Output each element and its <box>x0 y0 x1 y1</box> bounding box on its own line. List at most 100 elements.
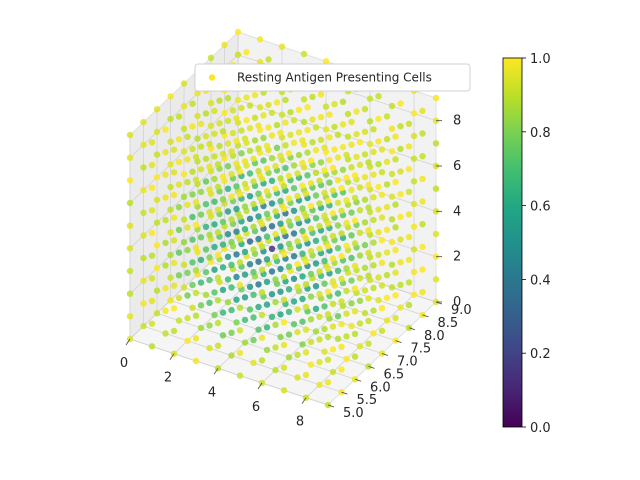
data-point <box>277 288 284 295</box>
data-point <box>317 113 325 121</box>
data-point <box>351 285 359 292</box>
data-point <box>321 325 328 333</box>
data-point <box>180 193 188 200</box>
data-point <box>148 275 156 282</box>
data-point <box>153 219 161 226</box>
data-point <box>432 230 440 238</box>
data-point <box>148 161 156 169</box>
data-point <box>214 183 222 191</box>
data-point <box>361 287 369 294</box>
x-tick-label: 8 <box>296 415 304 430</box>
data-point <box>388 216 396 223</box>
data-point <box>307 270 315 278</box>
data-point <box>299 295 306 303</box>
data-point <box>334 177 342 184</box>
data-point <box>229 107 237 114</box>
data-point <box>233 251 240 258</box>
data-point <box>214 206 222 213</box>
data-point <box>180 125 188 132</box>
y-tick-label: 5.0 <box>343 406 364 421</box>
data-point <box>250 155 257 162</box>
data-point <box>241 135 249 142</box>
data-point <box>285 263 293 270</box>
data-point <box>260 157 267 164</box>
data-point <box>148 297 156 305</box>
data-point <box>432 276 440 283</box>
data-point <box>302 371 310 379</box>
data-point <box>361 151 369 158</box>
data-point <box>260 134 267 142</box>
data-point <box>329 300 337 308</box>
data-point <box>214 274 222 281</box>
data-point <box>410 223 418 230</box>
data-point <box>233 296 240 303</box>
data-point <box>233 160 240 167</box>
data-point <box>312 215 320 222</box>
data-point <box>184 269 191 276</box>
data-point <box>153 287 161 294</box>
data-point <box>285 195 293 202</box>
data-point <box>378 214 386 221</box>
data-point <box>321 257 328 265</box>
data-point <box>351 353 359 360</box>
data-point <box>307 202 315 210</box>
data-point <box>282 119 289 126</box>
data-point <box>255 213 262 220</box>
data-point <box>236 372 244 379</box>
data-point <box>338 388 345 396</box>
data-point <box>258 175 266 183</box>
data-point <box>375 161 382 168</box>
z-tick-label: 8 <box>453 114 461 129</box>
data-point <box>197 211 205 218</box>
data-point <box>388 148 396 155</box>
data-point <box>126 222 134 229</box>
data-point <box>153 310 161 317</box>
data-point <box>282 96 289 104</box>
data-point <box>206 231 213 238</box>
data-point <box>170 214 178 221</box>
data-point <box>258 357 266 364</box>
data-point <box>241 248 249 256</box>
data-point <box>258 198 266 205</box>
data-point <box>250 200 257 208</box>
data-point <box>273 121 281 129</box>
data-point <box>334 290 342 297</box>
data-point <box>148 207 156 214</box>
data-point <box>309 93 316 101</box>
data-point <box>228 216 235 223</box>
colorbar-tick-label: 0.0 <box>530 421 551 436</box>
data-point <box>197 166 205 173</box>
data-point <box>370 307 377 314</box>
data-point <box>268 155 276 162</box>
data-point <box>410 246 418 253</box>
data-point <box>272 162 279 170</box>
data-point <box>207 122 215 129</box>
data-point <box>392 337 399 344</box>
data-point <box>167 297 174 304</box>
data-point <box>343 265 350 272</box>
data-point <box>263 324 271 331</box>
data-point <box>233 115 240 122</box>
data-point <box>167 93 174 100</box>
data-point <box>148 320 156 327</box>
data-point <box>351 217 359 224</box>
data-point <box>378 327 386 334</box>
data-point <box>192 176 200 183</box>
data-point <box>206 254 213 261</box>
data-point <box>343 219 350 227</box>
data-point <box>383 249 391 256</box>
data-point <box>260 112 267 119</box>
data-point <box>343 355 350 363</box>
data-point <box>344 110 352 118</box>
data-point <box>312 169 320 176</box>
data-point <box>334 267 342 274</box>
data-point <box>272 321 279 328</box>
data-point <box>148 343 156 350</box>
data-point <box>197 302 205 309</box>
data-point <box>219 309 227 316</box>
data-point <box>285 218 293 225</box>
data-point <box>219 241 227 248</box>
data-point <box>405 188 413 195</box>
data-point <box>250 359 257 366</box>
data-point <box>339 98 347 106</box>
